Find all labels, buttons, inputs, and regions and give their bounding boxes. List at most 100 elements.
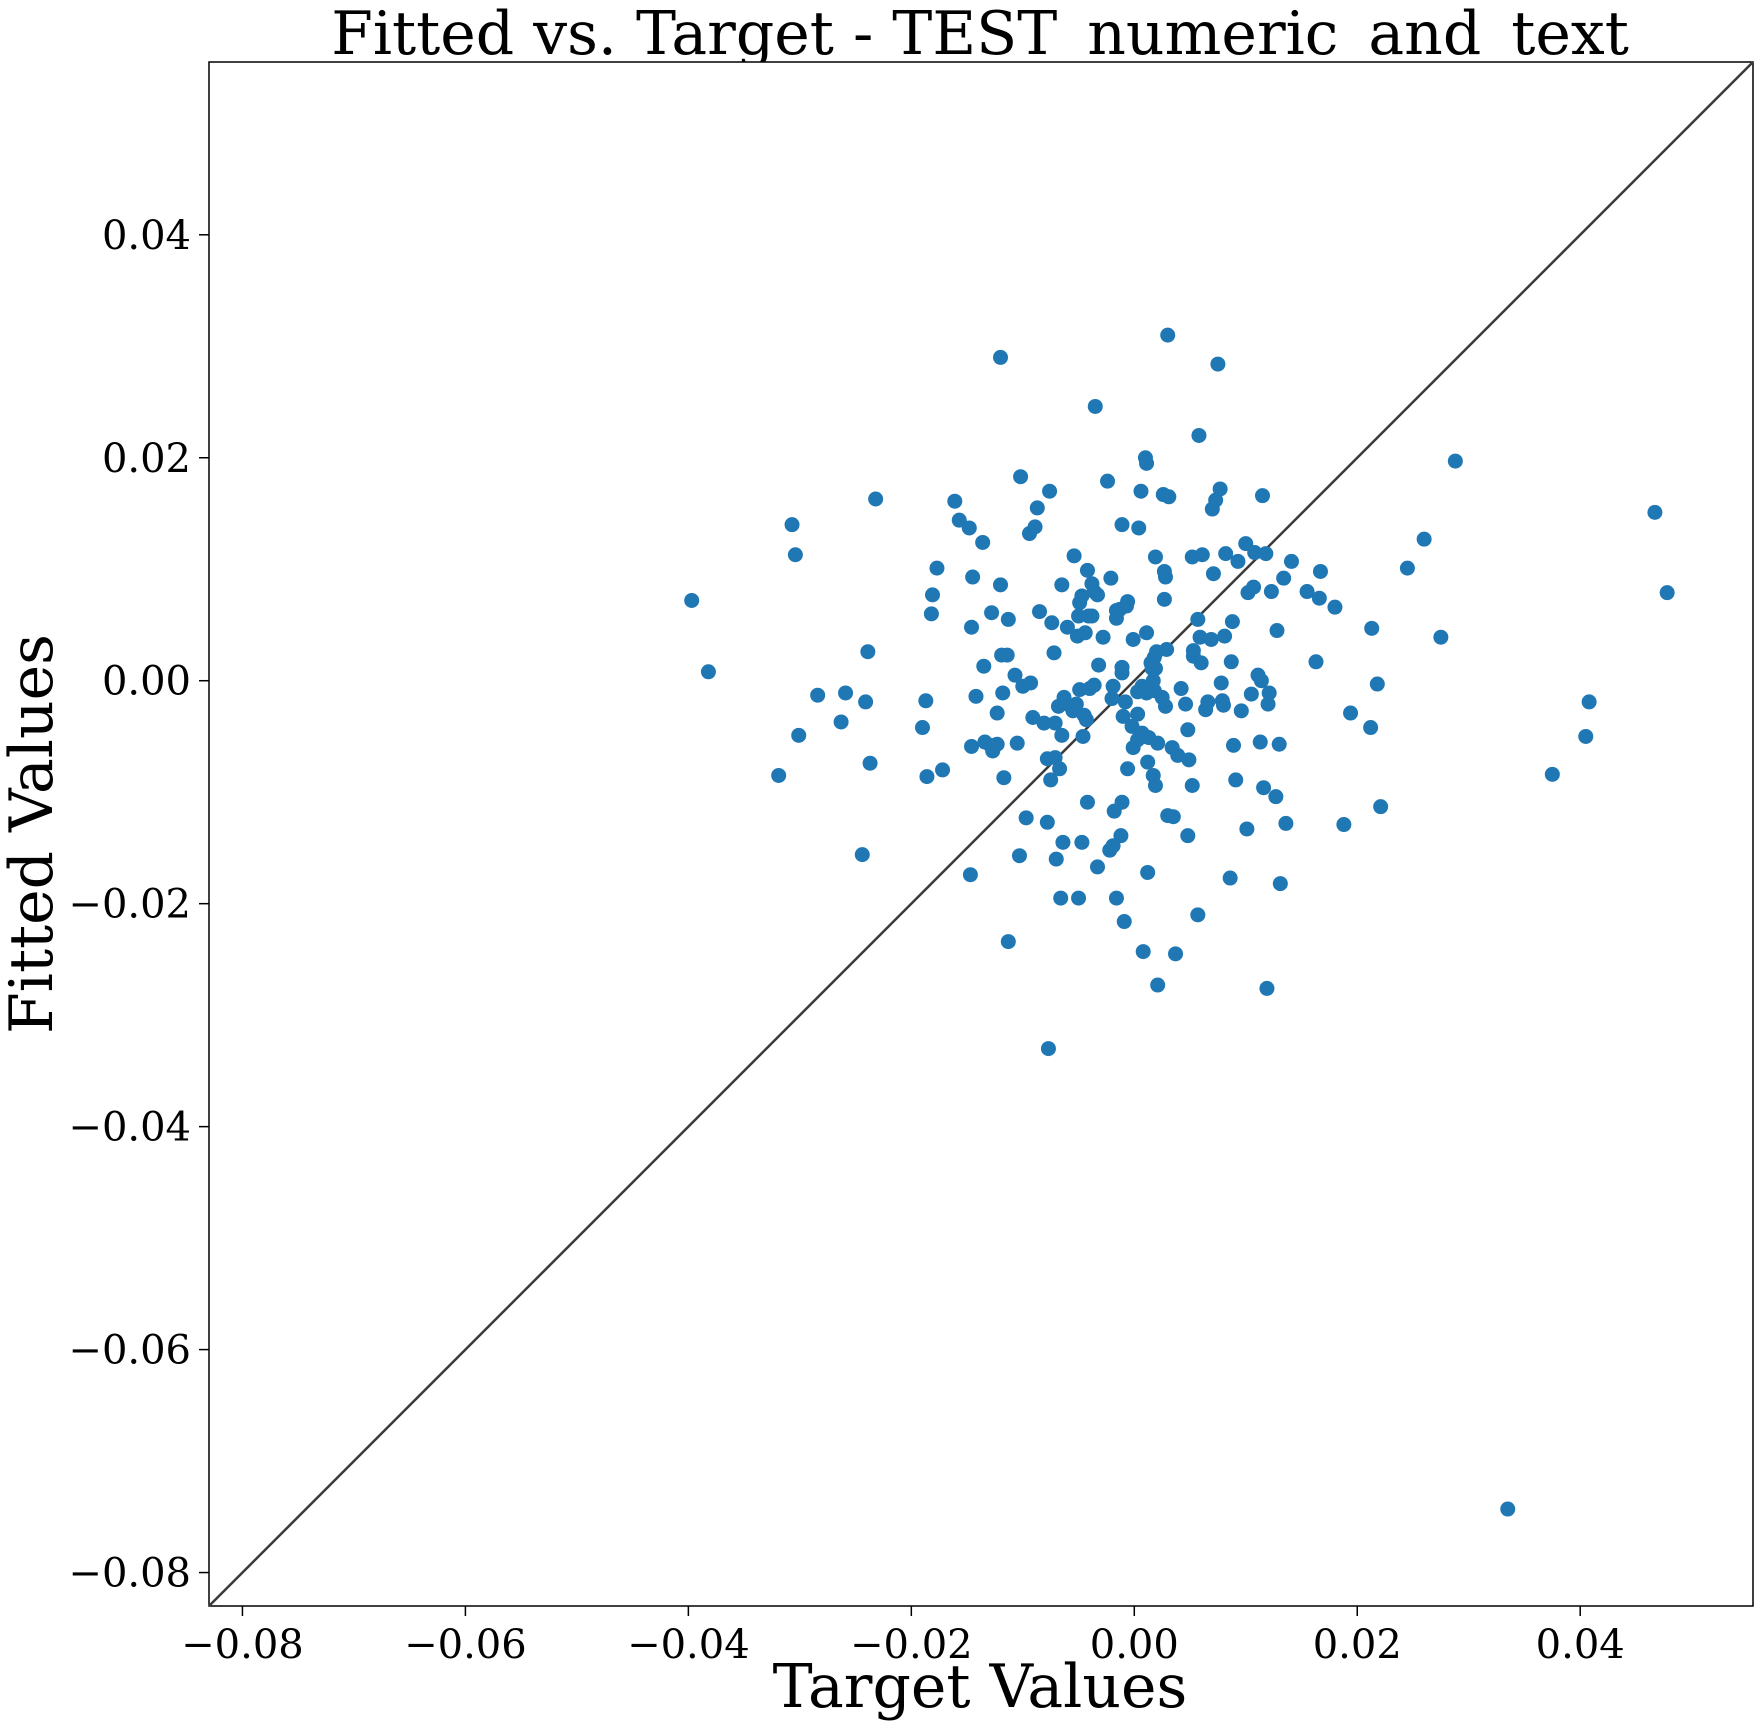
- scatter-point: [1258, 546, 1274, 562]
- scatter-point: [1271, 736, 1287, 752]
- y-tick-label: 0.02: [102, 436, 191, 482]
- scatter-point: [1173, 681, 1189, 697]
- scatter-point: [989, 736, 1005, 752]
- scatter-point: [989, 705, 1005, 721]
- scatter-point: [1120, 594, 1136, 610]
- scatter-point: [1077, 625, 1093, 641]
- scatter-point: [833, 714, 849, 730]
- scatter-point: [1084, 608, 1100, 624]
- scatter-point: [1233, 703, 1249, 719]
- scatter-point: [858, 694, 874, 710]
- scatter-point: [1105, 678, 1121, 694]
- scatter-point: [1131, 520, 1147, 536]
- scatter-point: [1373, 799, 1389, 815]
- scatter-point: [1205, 566, 1221, 582]
- scatter-point: [1165, 809, 1181, 825]
- scatter-point: [1113, 828, 1129, 844]
- scatter-point: [1000, 611, 1016, 627]
- scatter-point: [1104, 691, 1120, 707]
- scatter-point: [1253, 673, 1269, 689]
- scatter-point: [976, 658, 992, 674]
- scatter-point: [964, 738, 980, 754]
- scatter-point: [1100, 473, 1116, 489]
- scatter-point: [1224, 614, 1240, 630]
- scatter-point: [1369, 676, 1385, 692]
- scatter-point: [1046, 645, 1062, 661]
- scatter-point: [1276, 570, 1292, 586]
- scatter-point: [1184, 778, 1200, 794]
- scatter-point: [1156, 591, 1172, 607]
- scatter-point: [1086, 677, 1102, 693]
- scatter-point: [791, 727, 807, 743]
- scatter-point: [1343, 705, 1359, 721]
- scatter-point: [1103, 570, 1119, 586]
- scatter-point: [1078, 712, 1094, 728]
- y-axis-ticks: −0.08 −0.06 −0.04 −0.02 0.00 0.02 0.04: [68, 213, 209, 1597]
- scatter-point: [1029, 500, 1045, 516]
- scatter-point: [1018, 810, 1034, 826]
- scatter-point: [1581, 694, 1597, 710]
- scatter-point: [1157, 569, 1173, 585]
- scatter-point: [1066, 548, 1082, 564]
- scatter-point: [1160, 327, 1176, 343]
- scatter-point: [1048, 851, 1064, 867]
- scatter-point: [1108, 890, 1124, 906]
- scatter-point: [868, 491, 884, 507]
- scatter-point: [1259, 980, 1275, 996]
- scatter-point: [860, 644, 876, 660]
- x-tick-label: −0.06: [404, 1622, 527, 1668]
- scatter-point: [999, 647, 1015, 663]
- scatter-point: [961, 520, 977, 536]
- scatter-point: [1117, 694, 1133, 710]
- scatter-point: [1185, 643, 1201, 659]
- scatter-point: [1327, 599, 1343, 615]
- scatter-point: [1283, 553, 1299, 569]
- scatter-point: [1647, 504, 1663, 520]
- x-tick-label: 0.00: [1090, 1622, 1179, 1668]
- scatter-point: [787, 547, 803, 563]
- scatter-point: [1135, 944, 1151, 960]
- scatter-point: [1087, 398, 1103, 414]
- scatter-point: [1180, 828, 1196, 844]
- scatter-point: [1278, 815, 1294, 831]
- scatter-point: [1000, 934, 1016, 950]
- scatter-point: [1336, 817, 1352, 833]
- scatter-points: [684, 327, 1675, 1517]
- x-tick-label: 0.02: [1313, 1622, 1402, 1668]
- scatter-point: [1218, 546, 1234, 562]
- chart-title: Fitted vs. Target - TEST_numeric_and_tex…: [331, 0, 1629, 69]
- scatter-point: [784, 517, 800, 533]
- scatter-point: [1011, 848, 1027, 864]
- scatter-point: [1500, 1501, 1516, 1517]
- x-axis-label: Target Values: [773, 1652, 1188, 1722]
- scatter-point: [1025, 710, 1041, 726]
- scatter-point: [962, 867, 978, 883]
- scatter-point: [771, 767, 787, 783]
- scatter-point: [1147, 778, 1163, 794]
- scatter-point: [1023, 675, 1039, 691]
- scatter-point: [1044, 615, 1060, 631]
- scatter-point: [965, 569, 981, 585]
- scatter-point: [914, 720, 930, 736]
- scatter-point: [1447, 453, 1463, 469]
- scatter-point: [1116, 914, 1132, 930]
- scatter-point: [1052, 761, 1068, 777]
- scatter-point: [1312, 563, 1328, 579]
- scatter-point: [1203, 631, 1219, 647]
- scatter-point: [1042, 483, 1058, 499]
- scatter-point: [1130, 706, 1146, 722]
- scatter-point: [1075, 728, 1091, 744]
- scatter-point: [1054, 727, 1070, 743]
- scatter-point: [1181, 752, 1197, 768]
- scatter-point: [1114, 794, 1130, 810]
- y-tick-label: −0.02: [68, 882, 191, 928]
- scatter-point: [1223, 654, 1239, 670]
- scatter-point: [925, 587, 941, 603]
- scatter-point: [918, 693, 934, 709]
- scatter-point: [1256, 780, 1272, 796]
- scatter-point: [1252, 734, 1268, 750]
- scatter-point: [1036, 715, 1052, 731]
- scatter-point: [1217, 628, 1233, 644]
- scatter-point: [1194, 547, 1210, 563]
